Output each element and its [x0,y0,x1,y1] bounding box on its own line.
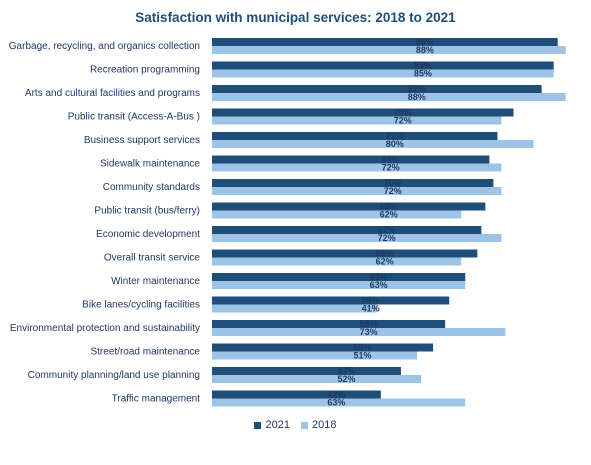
category-label: Winter maintenance [111,276,200,287]
category-label: Traffic management [112,394,201,405]
value-label-2021: 66% [376,249,394,259]
category-label: Sidewalk maintenance [100,159,200,170]
value-label-2018: 85% [414,69,432,79]
bar-2021 [212,85,542,93]
value-label-2021: 69% [382,155,400,165]
category-label: Recreation programming [90,65,200,76]
bar-2018 [212,398,466,407]
value-label-2021: 42% [327,390,345,400]
bar-2021 [212,38,558,46]
bar-2021 [212,343,434,352]
value-label-2021: 47% [337,366,355,376]
value-label-2021: 59% [362,296,380,306]
value-label-2018: 62% [380,210,398,220]
value-label-2018: 72% [394,116,412,126]
category-label: Bike lanes/cycling facilities [82,300,200,311]
value-label-2021: 68% [380,202,398,212]
bar-2018 [212,234,502,242]
bar-2018 [212,304,377,313]
category-label: Public transit (Access-A-Bus ) [68,112,200,123]
bar-2021 [212,155,490,164]
bar-2018 [212,46,566,54]
bar-2018 [212,187,502,195]
value-label-2018: 72% [378,233,396,243]
bar-2021 [212,296,450,305]
category-label: Environmental protection and sustainabil… [10,323,200,334]
value-label-2018: 88% [416,45,434,55]
bar-2021 [212,273,466,281]
bar-2021 [212,226,482,234]
bar-2018 [212,116,502,125]
category-label: Garbage, recycling, and organics collect… [9,41,200,52]
value-label-2021: 63% [370,272,388,282]
bar-2021 [212,249,478,258]
bar-2018 [212,69,554,78]
value-label-2018: 52% [337,374,355,384]
bar-2018 [212,93,566,101]
value-label-2018: 72% [382,163,400,173]
legend-item-2021: 2021 [254,419,290,431]
value-label-2018: 88% [408,92,426,102]
value-label-2018: 63% [327,398,345,408]
bar-2021 [212,61,554,70]
category-label: Community planning/land use planning [28,370,200,381]
category-label: Business support services [84,135,200,146]
legend: 2021 2018 [0,419,591,432]
bar-2021 [212,367,401,375]
bar-2018 [212,140,534,148]
value-label-2021: 58% [360,319,378,329]
value-label-2021: 71% [386,131,404,141]
value-label-2021: 86% [416,37,434,47]
value-label-2018: 62% [376,257,394,267]
chart-title: Satisfaction with municipal services: 20… [135,10,456,25]
bar-2021 [212,179,494,187]
category-label: Overall transit service [104,253,201,264]
value-label-2021: 75% [394,108,412,118]
bar-2021 [212,202,486,211]
legend-swatch-2021 [254,421,262,429]
value-label-2018: 41% [362,304,380,314]
bar-2021 [212,390,381,399]
value-label-2018: 63% [370,280,388,290]
bar-2021 [212,108,514,117]
bar-2018 [212,281,466,289]
bar-2018 [212,163,502,172]
legend-label-2021: 2021 [265,419,290,431]
category-label: Street/road maintenance [90,347,200,358]
value-label-2018: 80% [386,139,404,149]
value-label-2021: 85% [414,61,432,71]
value-label-2018: 72% [384,186,402,196]
value-label-2021: 70% [384,178,402,188]
bar-2021 [212,320,446,328]
value-label-2018: 51% [354,351,372,361]
value-label-2018: 73% [360,327,378,337]
bar-2018 [212,351,418,360]
category-label: Community standards [103,182,200,193]
category-label: Arts and cultural facilities and program… [25,88,200,99]
legend-item-2018: 2018 [301,419,337,431]
bar-2018 [212,328,506,336]
bar-2018 [212,375,422,383]
bar-2021 [212,132,498,140]
bar-2018 [212,257,462,266]
legend-label-2018: 2018 [312,419,337,431]
category-label: Economic development [96,229,200,240]
value-label-2021: 82% [408,84,426,94]
legend-swatch-2018 [301,421,309,429]
value-label-2021: 67% [378,225,396,235]
bar-2018 [212,210,462,219]
category-label: Public transit (bus/ferry) [94,206,200,217]
value-label-2021: 55% [354,343,372,353]
